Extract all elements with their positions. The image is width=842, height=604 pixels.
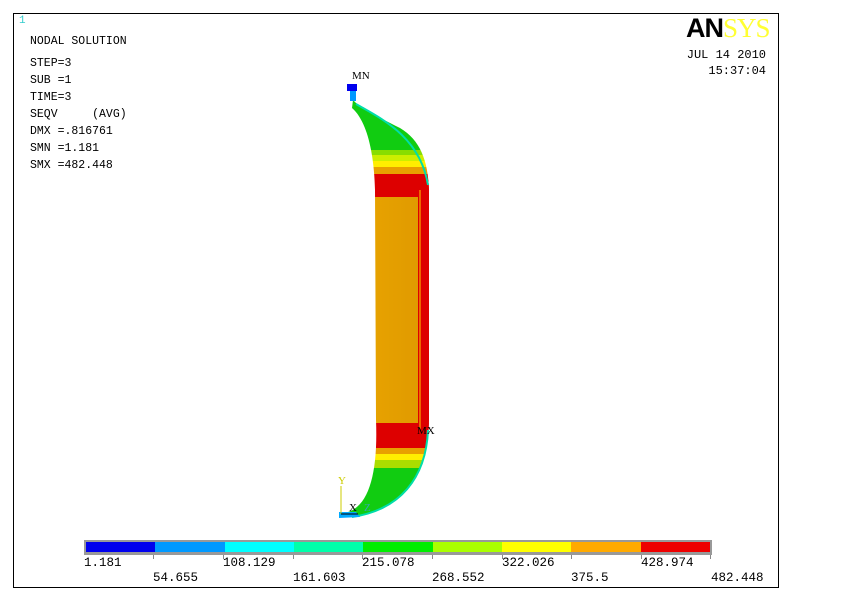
legend-band-3 [224,542,294,552]
logo-sys: SYS [723,13,771,43]
solution-info-block: NODAL SOLUTION STEP=3 SUB =1 TIME=3 SEQV… [30,33,127,174]
window-number: 1 [19,15,26,27]
legend-value: 54.655 [153,571,199,585]
legend-band-4 [293,542,364,552]
info-sub: SUB =1 [30,74,72,87]
axis-z-label: Z [364,502,371,514]
contour-legend-bar [84,540,712,555]
axis-x-label: X [349,502,357,514]
legend-value: 482.448 [711,571,764,585]
info-step: STEP=3 [30,57,72,70]
ansys-logo: ANSYS [686,13,771,43]
info-title: NODAL SOLUTION [30,35,127,48]
legend-band-6 [432,542,502,552]
info-smx: SMX =482.448 [30,159,113,172]
info-time: TIME=3 [30,91,72,104]
legend-band-2 [155,542,225,552]
min-node-region [347,84,357,91]
legend-value: 428.974 [641,556,694,570]
max-marker-label: MX [417,425,435,437]
legend-value: 1.181 [84,556,122,570]
legend-value: 322.026 [502,556,555,570]
info-smn: SMN =1.181 [30,142,100,155]
timestamp-date: JUL 14 2010 [686,48,766,62]
legend-band-8 [571,542,641,552]
legend-value: 161.603 [293,571,346,585]
legend-value: 375.5 [571,571,609,585]
min-marker-label: MN [352,70,370,82]
legend-value: 268.552 [432,571,485,585]
legend-band-5 [363,542,433,552]
timestamp: JUL 14 2010 15:37:04 [676,47,766,79]
legend-value: 215.078 [362,556,415,570]
legend-band-9 [640,542,710,552]
timestamp-time: 15:37:04 [708,64,766,78]
shell-contour-bands [348,100,429,517]
legend-band-1 [86,542,156,552]
axis-y-label: Y [338,475,346,487]
info-seqv: SEQV (AVG) [30,108,127,121]
legend-band-7 [501,542,572,552]
logo-an: AN [686,13,724,43]
legend-value: 108.129 [223,556,276,570]
info-dmx: DMX =.816761 [30,125,113,138]
